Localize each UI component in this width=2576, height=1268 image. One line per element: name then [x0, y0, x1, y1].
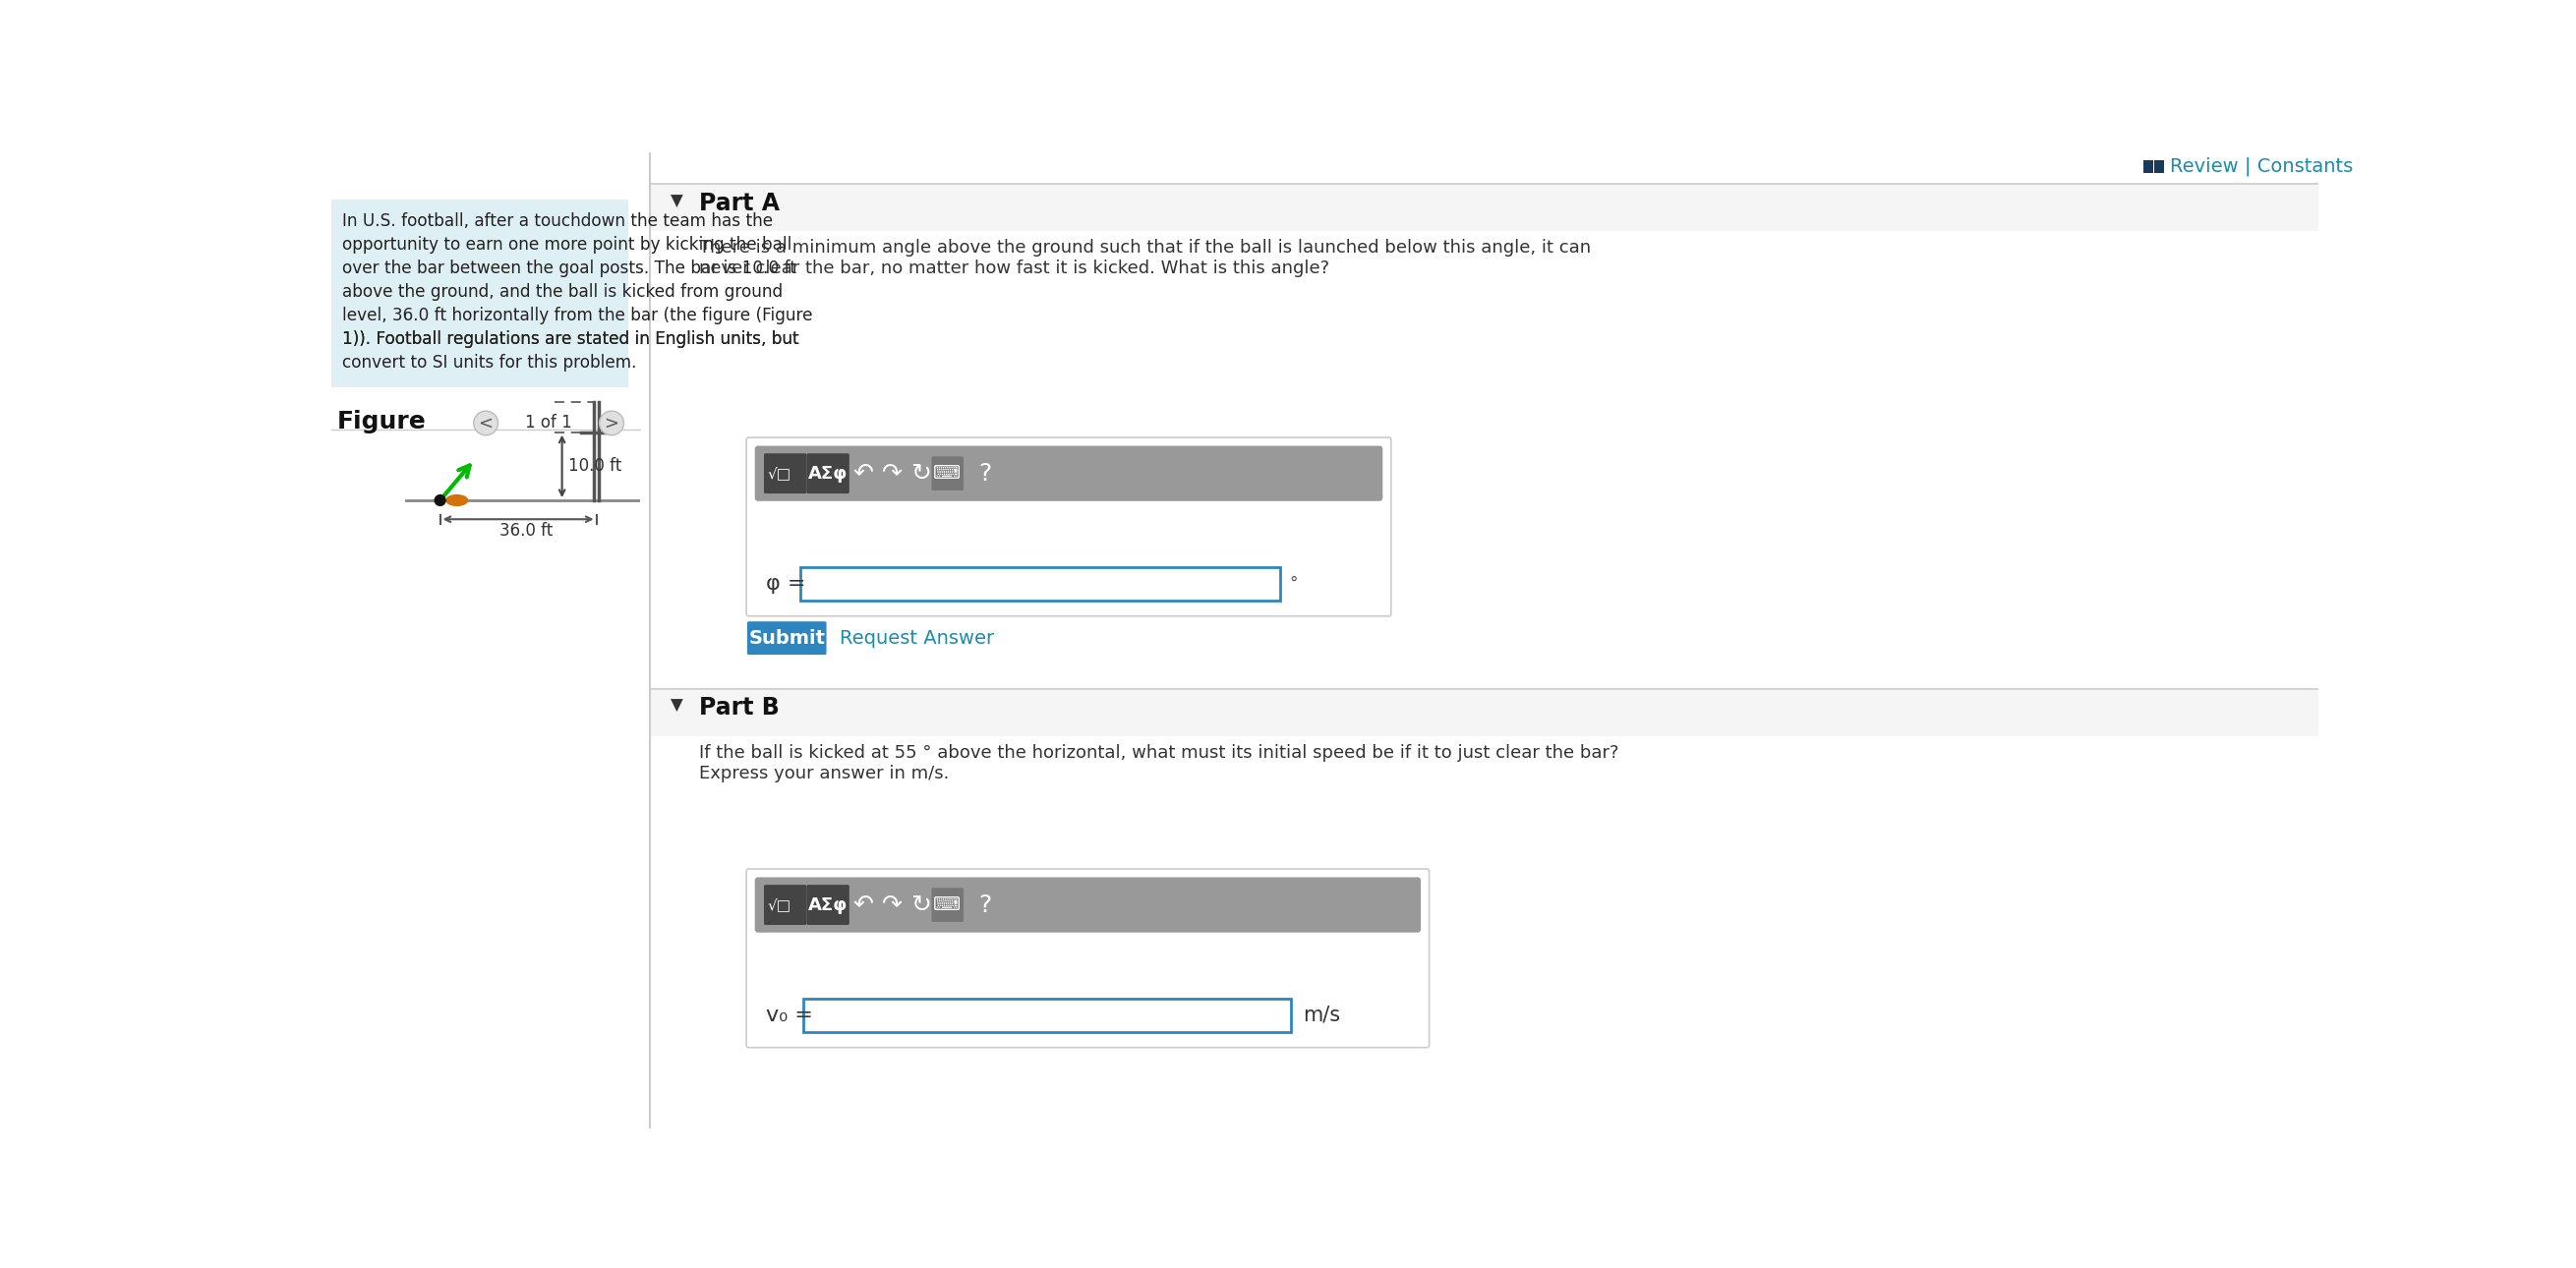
- Bar: [649, 690, 2318, 737]
- Text: ▼: ▼: [670, 697, 683, 715]
- Text: 1)). Football regulations are stated in English units, but: 1)). Football regulations are stated in …: [343, 330, 799, 347]
- Text: AΣφ: AΣφ: [809, 464, 848, 482]
- Text: Part B: Part B: [698, 696, 781, 719]
- Bar: [332, 199, 629, 387]
- Text: convert to SI units for this problem.: convert to SI units for this problem.: [343, 354, 636, 372]
- Text: never clear the bar, no matter how fast it is kicked. What is this angle?: never clear the bar, no matter how fast …: [698, 260, 1329, 278]
- Text: ?: ?: [979, 462, 992, 486]
- Text: √□: √□: [768, 898, 791, 912]
- Text: In U.S. football, after a touchdown the team has the: In U.S. football, after a touchdown the …: [343, 213, 773, 231]
- Text: opportunity to earn one more point by kicking the ball: opportunity to earn one more point by ki…: [343, 236, 791, 254]
- Text: level, 36.0 ft horizontally from the bar (the figure (Figure: level, 36.0 ft horizontally from the bar…: [343, 307, 811, 325]
- Text: AΣφ: AΣφ: [809, 896, 848, 914]
- FancyBboxPatch shape: [747, 621, 827, 654]
- Text: √□: √□: [768, 467, 791, 481]
- Text: ↻: ↻: [909, 462, 933, 486]
- Text: 1)). Football regulations are stated in English units, but: 1)). Football regulations are stated in …: [343, 330, 799, 347]
- Text: <: <: [479, 415, 492, 432]
- Text: >: >: [605, 415, 618, 432]
- Text: There is a minimum angle above the ground such that if the ball is launched belo: There is a minimum angle above the groun…: [698, 238, 1592, 256]
- Bar: [2154, 161, 2164, 172]
- Text: If the ball is kicked at 55 ° above the horizontal, what must its initial speed : If the ball is kicked at 55 ° above the …: [698, 744, 1618, 762]
- Circle shape: [474, 411, 497, 435]
- FancyBboxPatch shape: [755, 446, 1383, 501]
- FancyBboxPatch shape: [765, 885, 806, 924]
- Circle shape: [435, 495, 446, 506]
- FancyBboxPatch shape: [933, 888, 963, 922]
- Text: ↷: ↷: [881, 893, 902, 917]
- Text: Submit: Submit: [750, 629, 824, 648]
- Text: °: °: [1291, 574, 1298, 592]
- Text: Part A: Part A: [698, 191, 781, 216]
- Text: Express your answer in m/s.: Express your answer in m/s.: [698, 765, 951, 782]
- Text: 1 of 1: 1 of 1: [526, 415, 572, 432]
- Text: 10.0 ft: 10.0 ft: [569, 458, 621, 476]
- Text: ↶: ↶: [853, 893, 873, 917]
- Text: ↷: ↷: [881, 462, 902, 486]
- Text: v₀ =: v₀ =: [765, 1006, 811, 1025]
- Bar: [2143, 161, 2154, 172]
- Ellipse shape: [446, 495, 466, 506]
- FancyBboxPatch shape: [755, 877, 1422, 932]
- Circle shape: [600, 411, 623, 435]
- FancyBboxPatch shape: [765, 454, 806, 493]
- Text: m/s: m/s: [1303, 1006, 1340, 1025]
- Text: Request Answer: Request Answer: [840, 629, 994, 648]
- Text: ↶: ↶: [853, 462, 873, 486]
- Text: ?: ?: [979, 893, 992, 917]
- Text: 36.0 ft: 36.0 ft: [500, 521, 551, 539]
- Text: ▼: ▼: [670, 193, 683, 210]
- FancyBboxPatch shape: [747, 869, 1430, 1047]
- Text: ⌨: ⌨: [933, 464, 961, 483]
- Text: ↻: ↻: [909, 893, 933, 917]
- Bar: [649, 184, 2318, 231]
- Text: over the bar between the goal posts. The bar is 10.0 ft: over the bar between the goal posts. The…: [343, 260, 796, 278]
- FancyBboxPatch shape: [933, 456, 963, 491]
- Bar: [801, 567, 1280, 600]
- Text: Review | Constants: Review | Constants: [2169, 157, 2352, 176]
- Text: φ =: φ =: [765, 573, 806, 593]
- Text: above the ground, and the ball is kicked from ground: above the ground, and the ball is kicked…: [343, 283, 783, 301]
- Text: ⌨: ⌨: [933, 895, 961, 914]
- FancyBboxPatch shape: [806, 885, 850, 924]
- Text: Figure: Figure: [337, 410, 428, 434]
- FancyBboxPatch shape: [806, 454, 850, 493]
- FancyBboxPatch shape: [747, 437, 1391, 616]
- Bar: [804, 998, 1291, 1032]
